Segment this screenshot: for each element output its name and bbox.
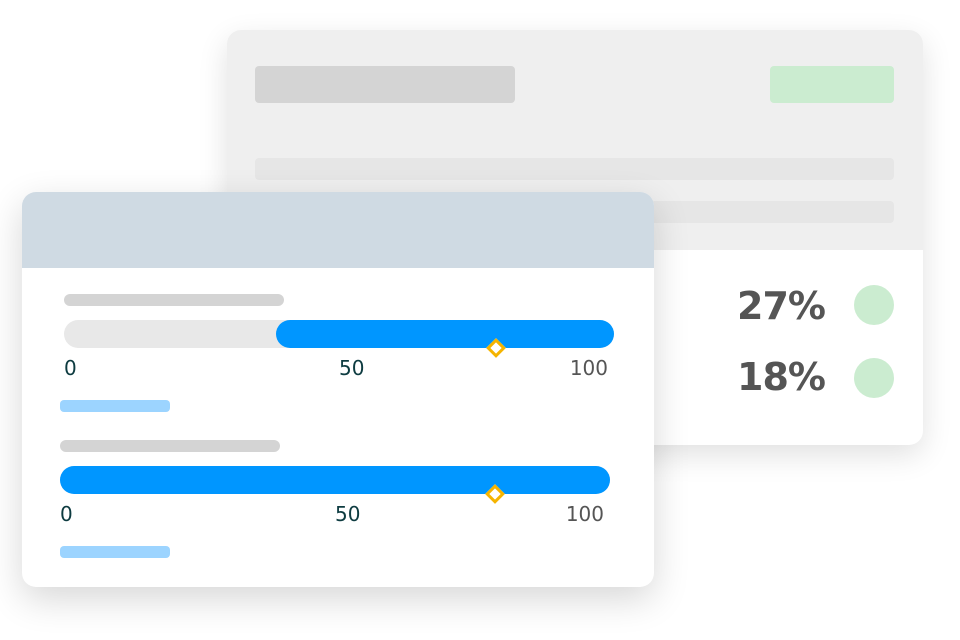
slider-range-fill[interactable] bbox=[60, 466, 610, 494]
status-dot bbox=[854, 358, 894, 398]
tick-label: 100 bbox=[569, 356, 608, 380]
slider-card-header bbox=[22, 192, 654, 268]
status-dot bbox=[854, 285, 894, 325]
tick-label: 0 bbox=[60, 502, 73, 526]
slider-card: 0 50 100 0 50 100 bbox=[22, 192, 654, 587]
tick-label: 100 bbox=[565, 502, 604, 526]
label-placeholder bbox=[64, 294, 284, 306]
line-placeholder bbox=[255, 158, 894, 180]
caption-placeholder bbox=[60, 400, 170, 412]
title-placeholder bbox=[255, 66, 515, 103]
slider-range-fill[interactable] bbox=[275, 320, 614, 348]
tick-label: 50 bbox=[339, 356, 365, 380]
caption-placeholder bbox=[60, 546, 170, 558]
stat-value: 18% bbox=[737, 355, 826, 399]
tick-label: 50 bbox=[335, 502, 361, 526]
stat-value: 27% bbox=[737, 284, 826, 328]
action-button-placeholder[interactable] bbox=[770, 66, 894, 103]
tick-label: 0 bbox=[64, 356, 77, 380]
label-placeholder bbox=[60, 440, 280, 452]
